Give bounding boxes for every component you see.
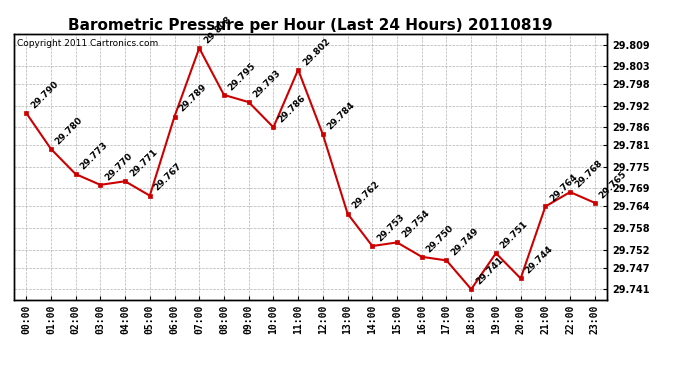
Title: Barometric Pressure per Hour (Last 24 Hours) 20110819: Barometric Pressure per Hour (Last 24 Ho… bbox=[68, 18, 553, 33]
Text: 29.789: 29.789 bbox=[177, 82, 208, 114]
Text: 29.751: 29.751 bbox=[499, 219, 530, 251]
Text: 29.784: 29.784 bbox=[326, 100, 357, 132]
Text: 29.765: 29.765 bbox=[598, 169, 629, 200]
Text: 29.768: 29.768 bbox=[573, 158, 604, 189]
Text: 29.753: 29.753 bbox=[375, 212, 406, 243]
Text: 29.795: 29.795 bbox=[227, 61, 258, 92]
Text: 29.793: 29.793 bbox=[251, 68, 283, 99]
Text: 29.771: 29.771 bbox=[128, 147, 159, 178]
Text: 29.764: 29.764 bbox=[548, 172, 580, 204]
Text: 29.750: 29.750 bbox=[424, 223, 455, 254]
Text: 29.808: 29.808 bbox=[202, 15, 233, 45]
Text: 29.749: 29.749 bbox=[449, 226, 480, 258]
Text: 29.770: 29.770 bbox=[103, 151, 134, 182]
Text: 29.741: 29.741 bbox=[474, 255, 505, 286]
Text: 29.780: 29.780 bbox=[54, 115, 85, 146]
Text: 29.790: 29.790 bbox=[29, 79, 60, 110]
Text: 29.773: 29.773 bbox=[79, 140, 110, 171]
Text: 29.744: 29.744 bbox=[524, 244, 555, 276]
Text: 29.767: 29.767 bbox=[152, 162, 184, 193]
Text: Copyright 2011 Cartronics.com: Copyright 2011 Cartronics.com bbox=[17, 39, 158, 48]
Text: 29.786: 29.786 bbox=[276, 93, 307, 124]
Text: 29.754: 29.754 bbox=[400, 209, 431, 240]
Text: 29.762: 29.762 bbox=[351, 180, 382, 211]
Text: 29.802: 29.802 bbox=[301, 36, 332, 67]
